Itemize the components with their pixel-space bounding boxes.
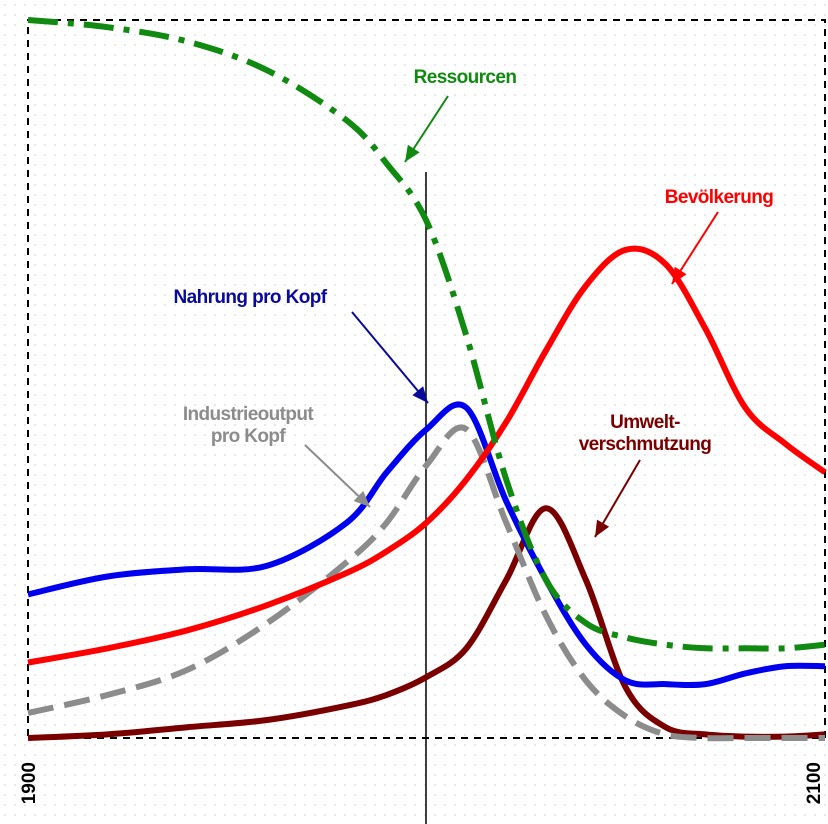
series-line-industrieoutput-pro-kopf xyxy=(27,424,825,742)
annotation-label: Bevölkerung xyxy=(665,187,774,208)
annotation-label: Umwelt- xyxy=(610,412,680,433)
annotation-arrow xyxy=(351,311,429,404)
annotation-label: Industrieoutput xyxy=(183,404,315,425)
series-layer xyxy=(27,17,827,742)
annotation-label: Nahrung pro Kopf xyxy=(174,287,328,308)
annotation-label: Ressourcen xyxy=(414,67,517,88)
annotation-arrowhead xyxy=(595,519,610,537)
annotation-arrowhead xyxy=(672,266,687,284)
annotation-2: Bevölkerung xyxy=(665,187,774,285)
annotation-arrowhead xyxy=(412,386,428,403)
annotation-label: verschmutzung xyxy=(579,434,712,455)
x-tick-label: 1900 xyxy=(19,762,40,804)
series-line-bevoelkerung xyxy=(27,245,827,666)
x-tick-label: 2100 xyxy=(804,762,825,804)
annotation-5: Umwelt-verschmutzung xyxy=(579,412,712,538)
series-line-ressourcen xyxy=(27,17,826,652)
series-line-umweltverschmutzung xyxy=(27,505,826,741)
annotation-layer: Ressourcen Bevölkerung Nahrung pro Kopf Ind… xyxy=(174,67,774,538)
annotation-arrowhead xyxy=(353,490,370,507)
tick-layer: 1900 2100 xyxy=(19,762,825,804)
series-line-nahrung-pro-kopf xyxy=(27,401,826,689)
annotation-arrowhead xyxy=(405,144,420,162)
annotation-label: pro Kopf xyxy=(211,426,287,447)
annotation-1: Ressourcen xyxy=(404,67,517,163)
annotation-3: Nahrung pro Kopf xyxy=(174,287,429,404)
